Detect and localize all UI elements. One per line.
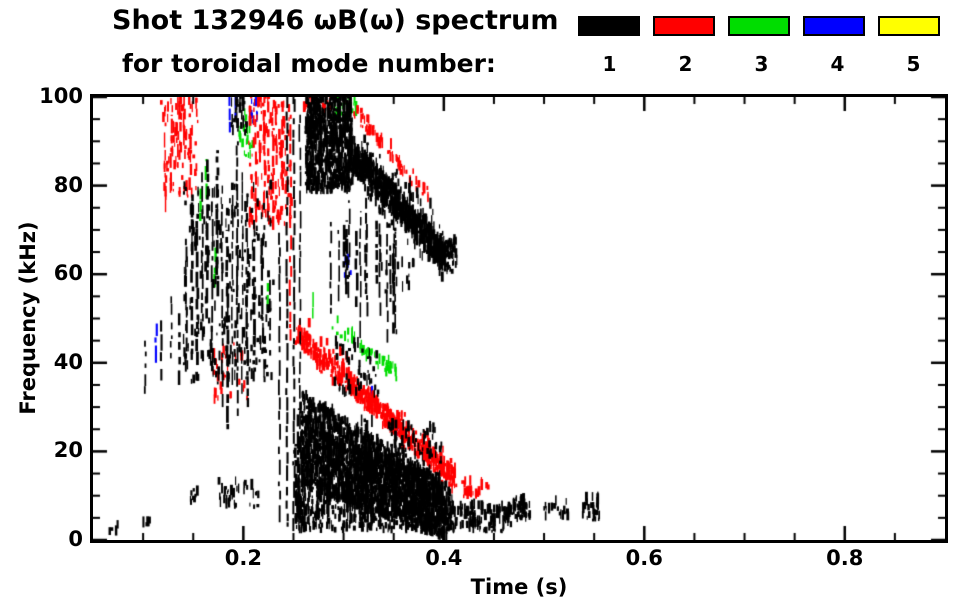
legend-swatches	[578, 16, 940, 36]
y-tick-label: 40	[53, 349, 83, 374]
y-tick-label: 0	[68, 527, 83, 551]
plot-frame	[90, 94, 948, 543]
legend-swatch-n2	[653, 16, 715, 36]
legend-mode-label-n4: 4	[830, 52, 845, 76]
legend-mode-label-n5: 5	[906, 52, 921, 76]
legend-swatch-n3	[728, 16, 790, 36]
legend-swatch-n5	[878, 16, 940, 36]
legend-mode-label-n3: 3	[754, 52, 769, 76]
legend-mode-label-n2: 2	[678, 52, 693, 76]
x-tick-label: 0.4	[425, 546, 463, 570]
y-tick-label: 80	[53, 172, 83, 197]
y-tick-label: 20	[53, 438, 83, 463]
plot-title-line2: for toroidal mode number:	[122, 49, 496, 78]
legend-swatch-n1	[578, 16, 640, 36]
x-axis-title: Time (s)	[470, 575, 568, 599]
x-tick-label: 0.8	[826, 546, 864, 570]
plot-title-line1: Shot 132946 ωB(ω) spectrum	[112, 5, 559, 36]
y-axis-title: Frequency (kHz)	[16, 221, 40, 415]
legend-swatch-n4	[803, 16, 865, 36]
legend-mode-numbers: 1 2 3 4 5	[578, 48, 945, 80]
legend-mode-label-n1: 1	[602, 52, 617, 76]
spectrogram-canvas	[93, 97, 945, 540]
y-tick-label: 60	[53, 261, 83, 286]
x-tick-label: 0.6	[625, 546, 663, 570]
x-tick-label: 0.2	[224, 546, 262, 570]
y-tick-label: 100	[39, 84, 83, 108]
